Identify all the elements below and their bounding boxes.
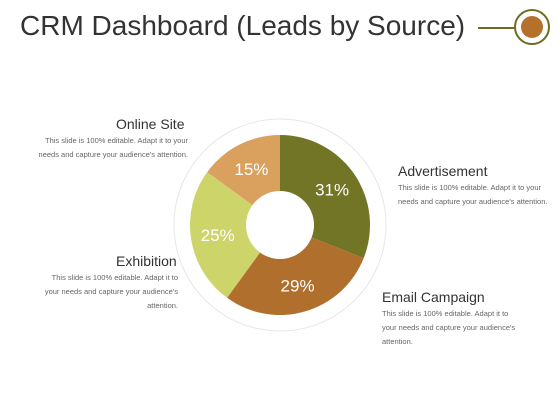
title-accent-circle-inner <box>521 16 543 38</box>
slice-label-advertisement: 31% <box>315 181 349 200</box>
chart-outer-ring <box>173 118 387 332</box>
advertisement-description: This slide is 100% editable. Adapt it to… <box>398 183 548 206</box>
page-title: CRM Dashboard (Leads by Source) <box>20 10 466 41</box>
advertisement-title: Advertisement <box>398 163 488 179</box>
slice-label-online-site: 15% <box>234 160 268 179</box>
email-campaign-description: This slide is 100% editable. Adapt it to… <box>382 309 516 346</box>
email-campaign-title: Email Campaign <box>382 289 485 305</box>
pie-slice-exhibition <box>190 172 280 298</box>
online-site-title: Online Site <box>116 116 185 132</box>
slice-label-exhibition: 25% <box>201 226 235 245</box>
exhibition-title: Exhibition <box>116 253 177 269</box>
title-accent-line <box>478 27 520 29</box>
exhibition-description: This slide is 100% editable. Adapt it to… <box>44 273 178 310</box>
title-accent-circle <box>514 9 550 45</box>
donut-hole <box>246 191 314 259</box>
slice-label-email-campaign: 29% <box>281 276 315 295</box>
pie-slice-email-campaign <box>227 225 364 315</box>
online-site-description: This slide is 100% editable. Adapt it to… <box>38 136 188 159</box>
